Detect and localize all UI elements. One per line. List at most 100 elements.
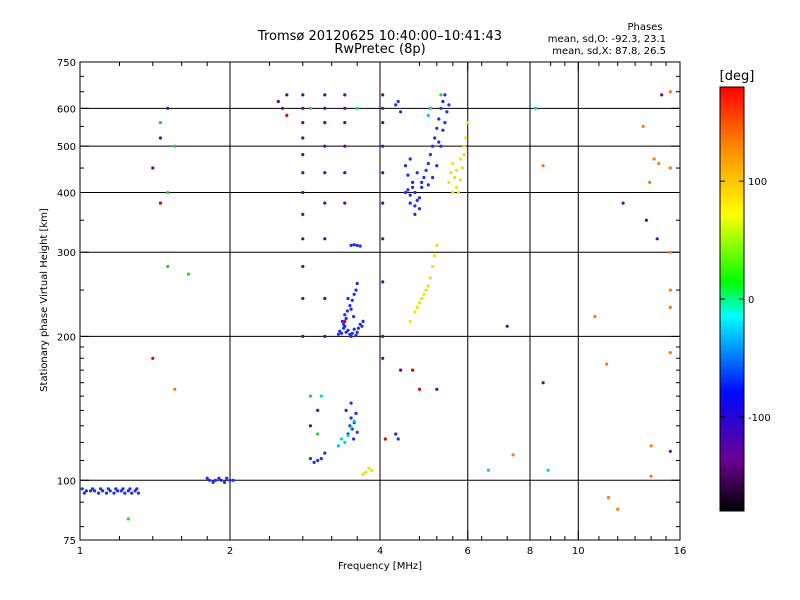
data-point: [301, 334, 305, 338]
data-point: [231, 478, 235, 482]
data-point: [323, 106, 327, 110]
data-point: [301, 136, 305, 140]
data-point: [186, 272, 190, 276]
data-point: [352, 419, 356, 423]
data-point: [451, 161, 455, 166]
data-point: [447, 180, 451, 184]
data-point: [367, 466, 371, 470]
data-point: [668, 305, 672, 309]
data-point: [413, 310, 417, 314]
data-point: [415, 305, 419, 309]
data-point: [411, 180, 415, 184]
data-point: [439, 144, 443, 148]
data-point: [106, 487, 110, 491]
data-point: [456, 190, 461, 195]
data-point: [136, 491, 140, 495]
data-point: [343, 201, 347, 205]
data-point: [364, 470, 368, 474]
data-point: [668, 250, 672, 254]
data-point: [323, 237, 327, 241]
data-point: [443, 121, 447, 125]
data-point: [342, 322, 346, 326]
data-point: [323, 93, 327, 97]
data-point: [126, 517, 130, 521]
data-point: [308, 457, 312, 461]
data-point: [222, 480, 227, 484]
data-point: [657, 161, 661, 166]
data-point: [349, 425, 353, 429]
data-point: [541, 164, 545, 168]
data-point: [301, 93, 305, 97]
y-tick-label: 750: [57, 58, 76, 69]
data-point: [422, 292, 426, 296]
data-point: [408, 193, 412, 197]
data-point: [121, 487, 125, 491]
data-point: [649, 444, 653, 448]
data-point: [403, 164, 408, 168]
data-point: [316, 432, 320, 436]
data-point: [355, 106, 359, 110]
data-point: [462, 144, 466, 148]
data-point: [82, 491, 86, 495]
data-point: [381, 280, 385, 284]
data-point: [343, 93, 347, 97]
data-point: [505, 324, 509, 328]
data-point: [420, 180, 424, 184]
data-point: [219, 478, 223, 482]
data-point: [413, 212, 417, 216]
colorbar-label: [deg]: [720, 69, 755, 84]
data-point: [354, 288, 358, 292]
data-point: [349, 401, 353, 405]
stats-title: Phases: [627, 22, 662, 33]
data-point: [616, 507, 620, 511]
data-point: [447, 103, 451, 107]
data-point: [352, 243, 356, 247]
data-point: [439, 106, 443, 110]
data-point: [449, 171, 453, 175]
data-point: [352, 327, 356, 331]
data-point: [381, 144, 385, 148]
y-tick-label: 400: [57, 188, 76, 199]
data-point: [406, 188, 410, 192]
data-point: [668, 351, 672, 355]
data-point: [381, 356, 385, 360]
data-point: [208, 478, 212, 482]
data-point: [394, 432, 398, 436]
data-point: [301, 264, 305, 269]
data-point: [411, 368, 415, 372]
data-point: [346, 328, 350, 332]
data-point: [668, 288, 672, 292]
data-point: [114, 487, 118, 491]
data-point: [354, 411, 358, 415]
chart-title: Tromsø 20120625 10:40:00–10:41:43: [257, 29, 502, 44]
data-point: [343, 313, 347, 317]
data-point: [340, 331, 344, 335]
data-point: [443, 93, 447, 97]
data-point: [655, 237, 659, 241]
data-point: [319, 394, 323, 398]
x-axis-label: Frequency [MHz]: [338, 561, 422, 572]
data-point: [381, 121, 385, 125]
data-point: [460, 166, 464, 170]
data-point: [437, 140, 441, 144]
data-point: [458, 178, 462, 182]
data-point: [225, 476, 229, 480]
data-point: [394, 103, 398, 107]
stats-line-x: mean, sd,X: 87.8, 26.5: [552, 46, 666, 57]
data-point: [323, 201, 327, 205]
data-point: [166, 106, 170, 110]
data-point: [360, 324, 364, 328]
data-point: [345, 309, 349, 313]
data-point: [343, 144, 347, 148]
data-point: [350, 298, 354, 302]
data-point: [356, 326, 360, 330]
data-point: [93, 489, 97, 493]
data-point: [441, 128, 445, 132]
data-point: [308, 106, 312, 110]
data-point: [355, 430, 359, 434]
data-point: [349, 307, 353, 311]
data-point: [415, 171, 419, 175]
data-point: [173, 144, 177, 148]
data-point: [648, 180, 652, 184]
